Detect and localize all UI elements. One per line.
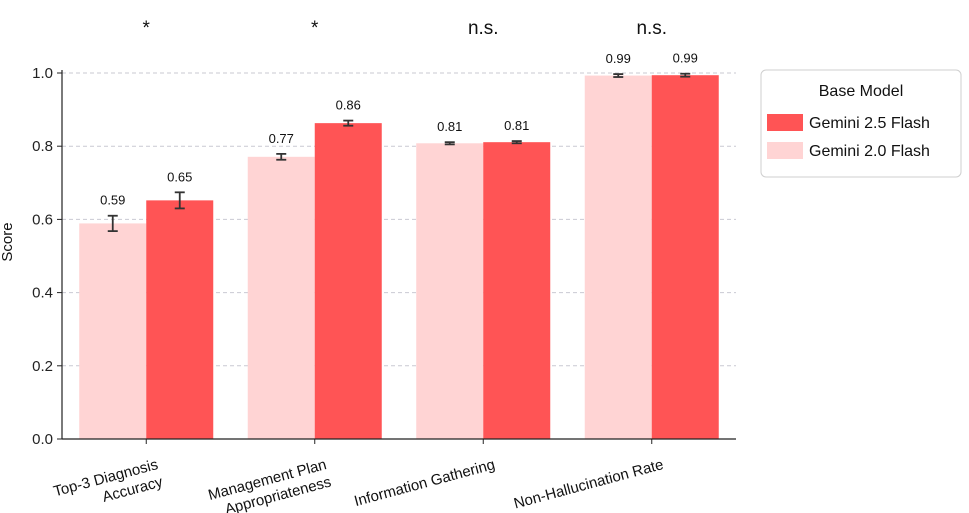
legend-swatch bbox=[767, 114, 803, 131]
bar bbox=[146, 200, 214, 439]
data-label: 0.81 bbox=[437, 119, 462, 134]
legend-title: Base Model bbox=[819, 83, 904, 100]
y-tick-label: 0.4 bbox=[32, 285, 53, 302]
x-tick-label: Information Gathering bbox=[352, 456, 497, 510]
legend-swatch bbox=[767, 142, 803, 159]
significance-label: n.s. bbox=[468, 18, 499, 39]
data-label: 0.86 bbox=[336, 98, 361, 113]
bar bbox=[314, 123, 382, 439]
y-axis-label: Score bbox=[0, 222, 16, 261]
y-tick-label: 0.8 bbox=[32, 138, 53, 155]
significance-label: * bbox=[143, 18, 151, 39]
legend-entry: Gemini 2.0 Flash bbox=[809, 143, 930, 160]
legend-box bbox=[760, 69, 962, 178]
y-tick-label: 1.0 bbox=[32, 65, 53, 82]
bar bbox=[79, 223, 147, 439]
y-tick-label: 0.6 bbox=[32, 211, 53, 228]
data-label: 0.77 bbox=[269, 131, 294, 146]
data-label: 0.81 bbox=[504, 118, 529, 133]
bar bbox=[584, 75, 652, 439]
data-label: 0.59 bbox=[100, 193, 125, 208]
bar bbox=[416, 143, 484, 439]
bars: 0.59 0.65 * 0.77 0.86 * 0.81 0.81 n.s. 0.99 0.99 n.… bbox=[79, 18, 719, 440]
y-tick-label: 0.0 bbox=[32, 431, 53, 448]
significance-label: n.s. bbox=[636, 18, 667, 39]
x-tick-label: Non-Hallucination Rate bbox=[512, 456, 665, 512]
x-tick-label-group: Information Gathering bbox=[352, 456, 497, 510]
legend: Base Model Gemini 2.5 Flash Gemini 2.0 Fla… bbox=[760, 69, 962, 178]
legend-entry: Gemini 2.5 Flash bbox=[809, 115, 930, 132]
y-tick-label: 0.2 bbox=[32, 358, 53, 375]
significance-label: * bbox=[311, 18, 319, 39]
data-label: 0.65 bbox=[167, 169, 192, 184]
data-label: 0.99 bbox=[606, 51, 631, 66]
bar bbox=[651, 75, 719, 440]
data-label: 0.99 bbox=[673, 51, 698, 66]
bar bbox=[483, 142, 551, 439]
x-tick-label-group: Non-Hallucination Rate bbox=[512, 456, 665, 512]
bar bbox=[247, 156, 315, 439]
